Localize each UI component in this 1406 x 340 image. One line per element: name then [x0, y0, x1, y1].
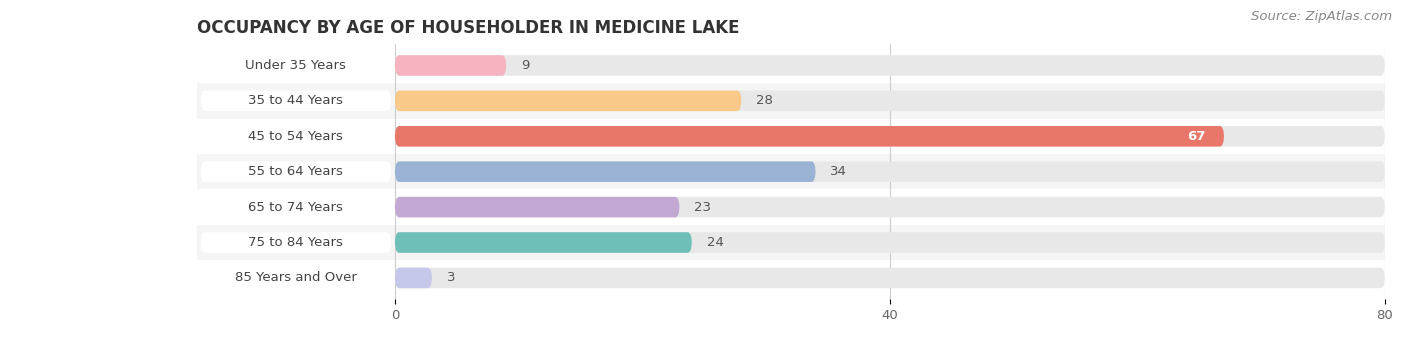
- Text: 28: 28: [756, 95, 773, 107]
- Text: OCCUPANCY BY AGE OF HOUSEHOLDER IN MEDICINE LAKE: OCCUPANCY BY AGE OF HOUSEHOLDER IN MEDIC…: [197, 19, 740, 37]
- FancyBboxPatch shape: [201, 162, 391, 182]
- FancyBboxPatch shape: [201, 55, 391, 76]
- Bar: [197, 48, 1385, 83]
- Text: Under 35 Years: Under 35 Years: [246, 59, 346, 72]
- FancyBboxPatch shape: [201, 232, 391, 253]
- FancyBboxPatch shape: [201, 126, 391, 147]
- Bar: [197, 119, 1385, 154]
- FancyBboxPatch shape: [395, 232, 1385, 253]
- Text: 85 Years and Over: 85 Years and Over: [235, 271, 357, 285]
- Text: 55 to 64 Years: 55 to 64 Years: [249, 165, 343, 178]
- Text: 65 to 74 Years: 65 to 74 Years: [249, 201, 343, 214]
- Text: 75 to 84 Years: 75 to 84 Years: [249, 236, 343, 249]
- Text: 9: 9: [522, 59, 530, 72]
- FancyBboxPatch shape: [201, 268, 391, 288]
- FancyBboxPatch shape: [395, 55, 506, 76]
- Text: 45 to 54 Years: 45 to 54 Years: [249, 130, 343, 143]
- FancyBboxPatch shape: [395, 55, 1385, 76]
- Bar: [197, 260, 1385, 296]
- FancyBboxPatch shape: [395, 197, 679, 217]
- Text: 24: 24: [707, 236, 724, 249]
- Text: 3: 3: [447, 271, 456, 285]
- FancyBboxPatch shape: [201, 197, 391, 217]
- FancyBboxPatch shape: [395, 162, 815, 182]
- FancyBboxPatch shape: [395, 90, 1385, 111]
- FancyBboxPatch shape: [395, 126, 1385, 147]
- Bar: [197, 83, 1385, 119]
- Text: 23: 23: [695, 201, 711, 214]
- Text: 67: 67: [1187, 130, 1205, 143]
- Bar: [197, 154, 1385, 189]
- Bar: [197, 189, 1385, 225]
- FancyBboxPatch shape: [395, 197, 1385, 217]
- Text: Source: ZipAtlas.com: Source: ZipAtlas.com: [1251, 10, 1392, 23]
- FancyBboxPatch shape: [395, 268, 432, 288]
- FancyBboxPatch shape: [395, 232, 692, 253]
- FancyBboxPatch shape: [395, 90, 741, 111]
- FancyBboxPatch shape: [395, 162, 1385, 182]
- Bar: [197, 225, 1385, 260]
- Text: 34: 34: [831, 165, 848, 178]
- FancyBboxPatch shape: [395, 126, 1225, 147]
- FancyBboxPatch shape: [201, 90, 391, 111]
- FancyBboxPatch shape: [395, 268, 1385, 288]
- Text: 35 to 44 Years: 35 to 44 Years: [249, 95, 343, 107]
